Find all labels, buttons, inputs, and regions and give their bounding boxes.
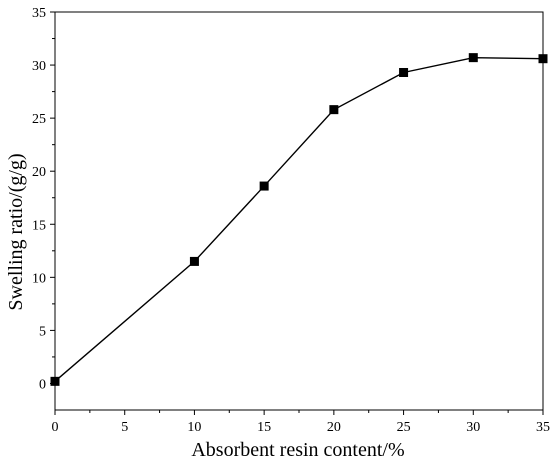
y-tick-label: 25 [32, 112, 46, 127]
x-tick-label: 20 [327, 420, 341, 435]
x-tick-label: 35 [536, 420, 550, 435]
x-tick-label: 15 [257, 420, 271, 435]
y-tick-label: 5 [39, 324, 46, 339]
x-tick-label: 0 [52, 420, 59, 435]
data-point-marker [50, 376, 60, 386]
plot-frame [54, 11, 544, 411]
data-point-marker [189, 256, 199, 266]
data-point-marker [538, 54, 548, 64]
y-tick-label: 20 [32, 165, 46, 180]
x-tick-label: 30 [466, 420, 480, 435]
y-tick-label: 30 [32, 59, 46, 74]
x-tick-label: 25 [397, 420, 411, 435]
plot-border [54, 11, 544, 411]
series-line-group [54, 56, 544, 382]
y-tick-label: 15 [32, 218, 46, 233]
y-tick-label: 0 [39, 377, 46, 392]
y-axis-ticks: 0 5 10 15 20 25 30 35 [32, 6, 55, 392]
data-point-marker [468, 53, 478, 63]
x-axis-title: Absorbent resin content/% [191, 439, 404, 461]
x-tick-label: 10 [187, 420, 201, 435]
data-point-marker [259, 181, 269, 191]
data-point-marker [399, 67, 409, 77]
series-markers [50, 53, 548, 386]
x-axis-ticks: 0 5 10 15 20 25 30 35 [52, 410, 550, 435]
y-axis-title: Swelling ratio/(g/g) [5, 153, 27, 310]
series-line [54, 56, 544, 382]
y-tick-label: 35 [32, 6, 46, 21]
data-point-marker [329, 105, 339, 115]
x-tick-label: 5 [121, 420, 128, 435]
y-tick-label: 10 [32, 271, 46, 286]
